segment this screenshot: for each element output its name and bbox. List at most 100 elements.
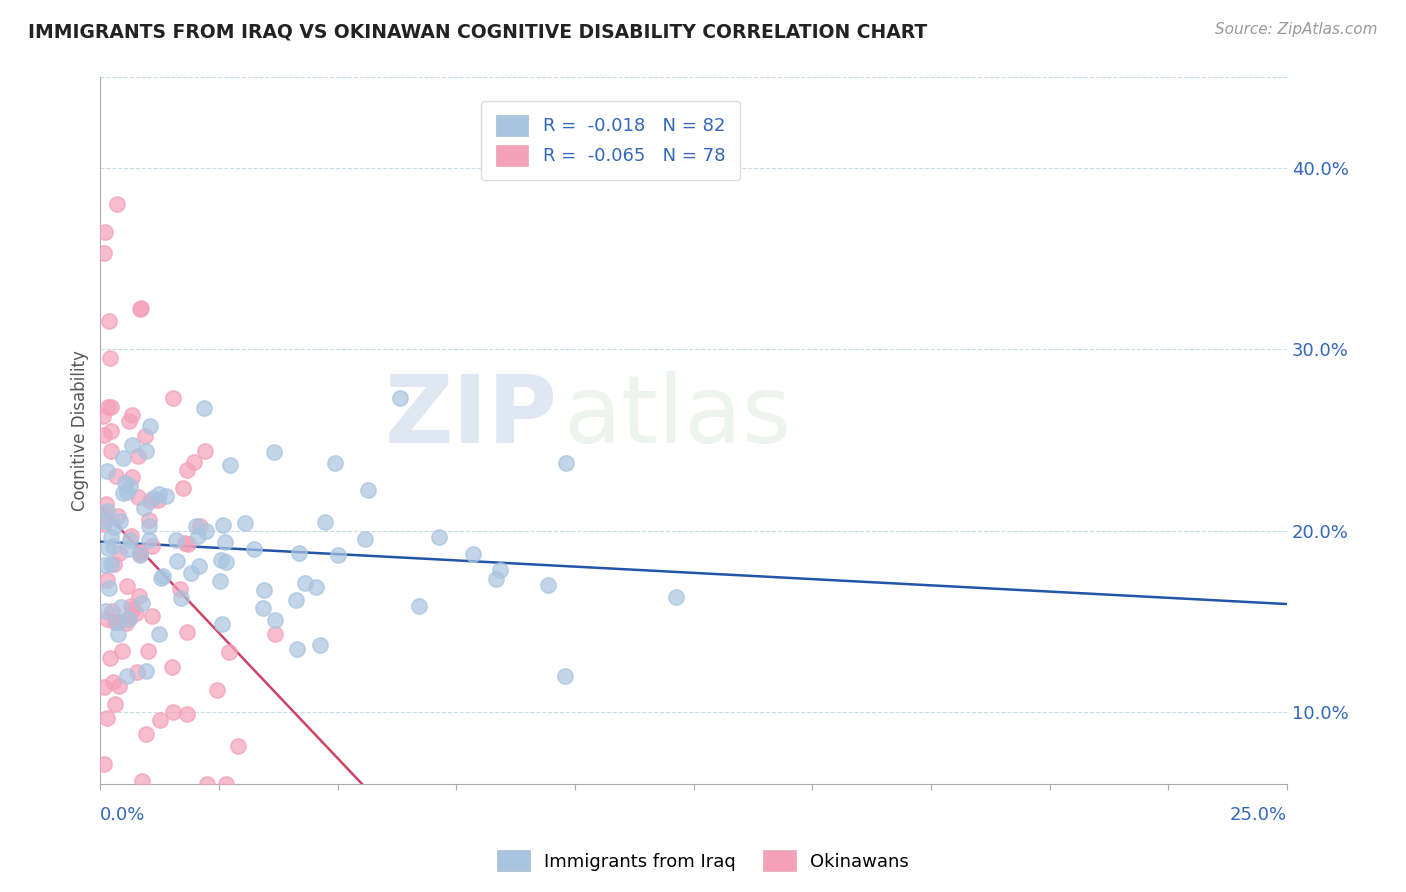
Point (104, 615, 127, 629)
Point (115, 668, 138, 682)
Point (197, 777, 219, 791)
Point (100, 444, 122, 458)
Point (314, 515, 336, 529)
Point (172, 481, 194, 495)
Point (263, 444, 285, 458)
Point (115, 579, 138, 593)
Point (100, 424, 122, 438)
Legend: Immigrants from Iraq, Okinawans: Immigrants from Iraq, Okinawans (491, 843, 915, 879)
Point (100, 557, 122, 571)
Point (98, 351, 121, 366)
Point (353, 532, 375, 546)
Point (194, 444, 217, 458)
Point (94, 558, 117, 573)
Point (93, 681, 115, 695)
Point (357, 483, 380, 497)
Point (135, 664, 157, 678)
Point (94, 497, 117, 511)
Point (141, 608, 163, 623)
Point (226, 739, 249, 753)
Point (122, 601, 145, 615)
Point (91, 409, 114, 423)
Point (489, 563, 512, 577)
Point (149, 714, 172, 728)
Point (463, 547, 485, 561)
Point (107, 509, 129, 524)
Point (218, 645, 240, 659)
Point (427, 530, 450, 544)
Point (253, 583, 276, 598)
Point (138, 494, 160, 508)
Point (150, 572, 173, 586)
Point (484, 572, 506, 586)
Point (555, 457, 578, 471)
Y-axis label: Cognitive Disability: Cognitive Disability (72, 351, 89, 511)
Point (173, 535, 195, 549)
Point (155, 489, 177, 503)
Point (120, 599, 142, 613)
Point (287, 545, 309, 559)
Point (117, 485, 139, 500)
Point (138, 533, 160, 547)
Point (94, 225, 117, 239)
Point (111, 451, 134, 466)
Point (264, 627, 287, 641)
Point (128, 589, 150, 603)
Point (146, 492, 169, 507)
Point (107, 615, 129, 629)
Point (180, 566, 202, 581)
Point (108, 546, 131, 560)
Point (96, 464, 118, 478)
Point (326, 548, 349, 562)
Point (408, 599, 430, 614)
Point (323, 456, 346, 470)
Point (96, 504, 118, 518)
Point (205, 683, 228, 698)
Point (136, 644, 159, 658)
Point (105, 468, 128, 483)
Point (127, 491, 149, 505)
Point (187, 529, 209, 543)
Point (305, 581, 328, 595)
Point (554, 668, 576, 682)
Point (176, 707, 198, 722)
Point (103, 557, 125, 571)
Point (129, 547, 152, 561)
Point (665, 591, 688, 605)
Point (107, 626, 129, 640)
Point (162, 391, 184, 405)
Point (219, 458, 242, 473)
Text: 0.0%: 0.0% (100, 806, 146, 824)
Point (118, 611, 141, 625)
Point (309, 638, 332, 652)
Point (139, 418, 162, 433)
Point (115, 616, 138, 631)
Point (127, 449, 149, 463)
Point (188, 559, 211, 574)
Point (252, 600, 274, 615)
Point (131, 596, 153, 610)
Point (190, 518, 212, 533)
Point (242, 541, 264, 556)
Text: IMMIGRANTS FROM IRAQ VS OKINAWAN COGNITIVE DISABILITY CORRELATION CHART: IMMIGRANTS FROM IRAQ VS OKINAWAN COGNITI… (28, 22, 928, 41)
Point (111, 485, 134, 500)
Point (100, 530, 122, 544)
Point (186, 519, 208, 533)
Point (166, 554, 188, 568)
Point (209, 553, 232, 567)
Point (120, 528, 142, 542)
Point (131, 774, 153, 789)
Point (138, 513, 160, 527)
Point (138, 519, 160, 533)
Point (215, 555, 238, 569)
Point (388, 392, 411, 406)
Point (91, 507, 114, 521)
Point (93, 516, 115, 531)
Point (285, 593, 308, 607)
Point (211, 616, 233, 631)
Point (121, 470, 143, 484)
Point (194, 524, 217, 538)
Text: atlas: atlas (564, 371, 792, 463)
Point (134, 500, 156, 515)
Point (233, 516, 256, 530)
